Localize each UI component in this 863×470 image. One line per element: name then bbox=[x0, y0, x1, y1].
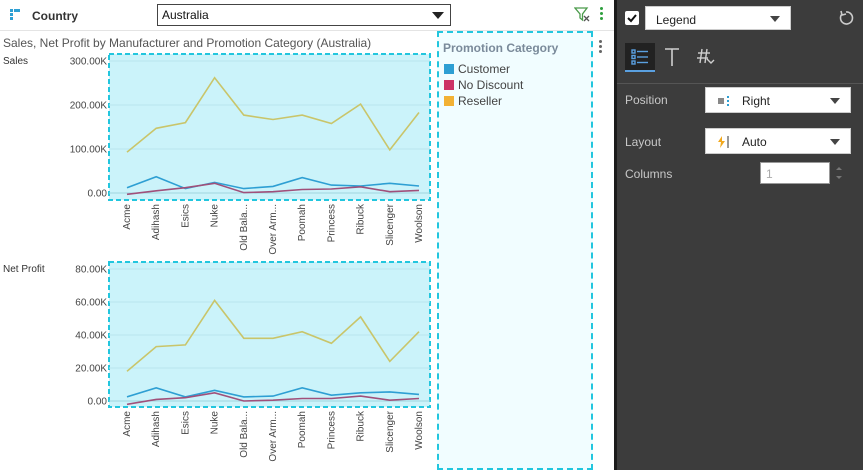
hash-icon bbox=[697, 48, 715, 64]
position-select[interactable]: Right bbox=[705, 87, 851, 113]
columns-label: Columns bbox=[625, 167, 673, 181]
chart-more-icon[interactable] bbox=[599, 40, 603, 56]
series-line-no-discount bbox=[126, 391, 420, 406]
panel-tabs bbox=[617, 40, 863, 73]
filter-label: Country bbox=[32, 9, 78, 23]
chevron-down-icon bbox=[432, 12, 444, 19]
y-tick-label: 0.00 bbox=[88, 189, 108, 200]
country-select-value: Australia bbox=[162, 8, 209, 22]
x-tick-label: Acme bbox=[122, 411, 133, 437]
y-tick-label: 0.00 bbox=[88, 397, 108, 408]
x-tick-label: Poomah bbox=[297, 411, 308, 448]
layout-label: Layout bbox=[625, 135, 662, 149]
checkmark-icon bbox=[627, 14, 637, 23]
position-select-value: Right bbox=[742, 94, 771, 108]
tab-text[interactable] bbox=[657, 43, 687, 71]
legend-item-no-discount[interactable]: No Discount bbox=[444, 78, 523, 92]
x-tick-label: Woolson bbox=[414, 204, 425, 243]
x-tick-label: Esics bbox=[180, 204, 191, 228]
text-icon bbox=[665, 48, 679, 66]
legend-label: Customer bbox=[458, 62, 511, 76]
reset-icon[interactable] bbox=[838, 10, 854, 26]
layout-select-value: Auto bbox=[742, 135, 767, 149]
y-tick-label: 60.00K bbox=[75, 298, 107, 309]
x-tick-label: Esics bbox=[180, 411, 191, 435]
clear-filter-icon[interactable] bbox=[574, 7, 592, 23]
x-tick-label: Poomah bbox=[297, 204, 308, 241]
x-tick-label: Ribuck bbox=[356, 410, 367, 442]
y-tick-label: 200.00K bbox=[70, 101, 108, 112]
x-tick-label: Nuke bbox=[210, 204, 221, 228]
list-icon bbox=[631, 49, 648, 65]
chart-title: Sales, Net Profit by Manufacturer and Pr… bbox=[3, 36, 372, 50]
x-tick-label: Over Arm... bbox=[268, 411, 279, 462]
legend-label: Reseller bbox=[458, 94, 503, 108]
columns-input[interactable]: 1 bbox=[760, 162, 830, 184]
y-tick-label: 80.00K bbox=[75, 265, 107, 276]
y-tick-label: 300.00K bbox=[70, 57, 108, 68]
panel-divider bbox=[617, 83, 863, 84]
x-tick-label: Woolson bbox=[414, 411, 425, 450]
chevron-down-icon bbox=[770, 16, 780, 22]
legend-position-right-icon bbox=[718, 96, 729, 106]
x-tick-label: Slicenger bbox=[385, 410, 396, 452]
series-line-customer bbox=[126, 386, 420, 398]
x-tick-label: Ribuck bbox=[356, 203, 367, 235]
series-line-customer bbox=[126, 175, 420, 190]
tab-legend[interactable] bbox=[625, 43, 655, 71]
y-axis-label: Sales bbox=[3, 56, 28, 67]
x-tick-label: Acme bbox=[122, 204, 133, 230]
tab-number-format[interactable] bbox=[690, 43, 720, 71]
properties-panel: Legend bbox=[617, 0, 863, 470]
section-select-value: Legend bbox=[656, 13, 697, 27]
panel-splitter[interactable] bbox=[614, 0, 617, 470]
x-tick-label: Adihash bbox=[151, 411, 162, 447]
plot-area bbox=[109, 54, 430, 200]
chevron-down-icon bbox=[830, 98, 840, 104]
legend-swatch bbox=[444, 80, 454, 90]
filter-more-icon[interactable] bbox=[600, 7, 604, 23]
x-tick-label: Princess bbox=[326, 204, 337, 242]
x-tick-label: Old Bala... bbox=[239, 411, 250, 458]
filter-bar: Country Australia bbox=[0, 0, 614, 31]
legend-box[interactable]: Promotion Category Customer No Discount … bbox=[437, 31, 593, 470]
filter-field-icon bbox=[10, 9, 20, 20]
x-tick-label: Over Arm... bbox=[268, 204, 279, 255]
auto-layout-icon bbox=[718, 136, 729, 148]
series-line-reseller bbox=[126, 76, 420, 153]
y-axis-label: Net Profit bbox=[3, 264, 45, 275]
chevron-down-icon bbox=[830, 139, 840, 145]
legend-swatch bbox=[444, 64, 454, 74]
active-tab-indicator bbox=[625, 70, 655, 72]
legend-swatch bbox=[444, 96, 454, 106]
legend-item-reseller[interactable]: Reseller bbox=[444, 94, 502, 108]
x-tick-label: Nuke bbox=[210, 411, 221, 435]
layout-select[interactable]: Auto bbox=[705, 128, 851, 154]
y-tick-label: 40.00K bbox=[75, 331, 107, 342]
section-select[interactable]: Legend bbox=[645, 6, 791, 30]
legend-title: Promotion Category bbox=[443, 41, 559, 55]
charts-canvas: Sales 0.00 100.00K 200.00K 300.00K Acme Adihas… bbox=[3, 53, 431, 462]
legend-checkbox[interactable] bbox=[625, 11, 639, 25]
country-select[interactable]: Australia bbox=[157, 4, 451, 26]
x-tick-label: Princess bbox=[326, 411, 337, 449]
columns-input-value: 1 bbox=[766, 167, 773, 181]
y-tick-label: 100.00K bbox=[70, 145, 108, 156]
position-label: Position bbox=[625, 93, 668, 107]
series-line-no-discount bbox=[126, 182, 420, 196]
y-tick-label: 20.00K bbox=[75, 364, 107, 375]
series-line-reseller bbox=[126, 299, 420, 372]
legend-item-customer[interactable]: Customer bbox=[444, 62, 510, 76]
x-tick-label: Old Bala... bbox=[239, 204, 250, 251]
legend-label: No Discount bbox=[458, 78, 524, 92]
x-tick-label: Slicenger bbox=[385, 203, 396, 245]
columns-stepper[interactable] bbox=[832, 162, 846, 184]
plot-frame bbox=[108, 53, 431, 201]
x-tick-label: Adihash bbox=[151, 204, 162, 240]
